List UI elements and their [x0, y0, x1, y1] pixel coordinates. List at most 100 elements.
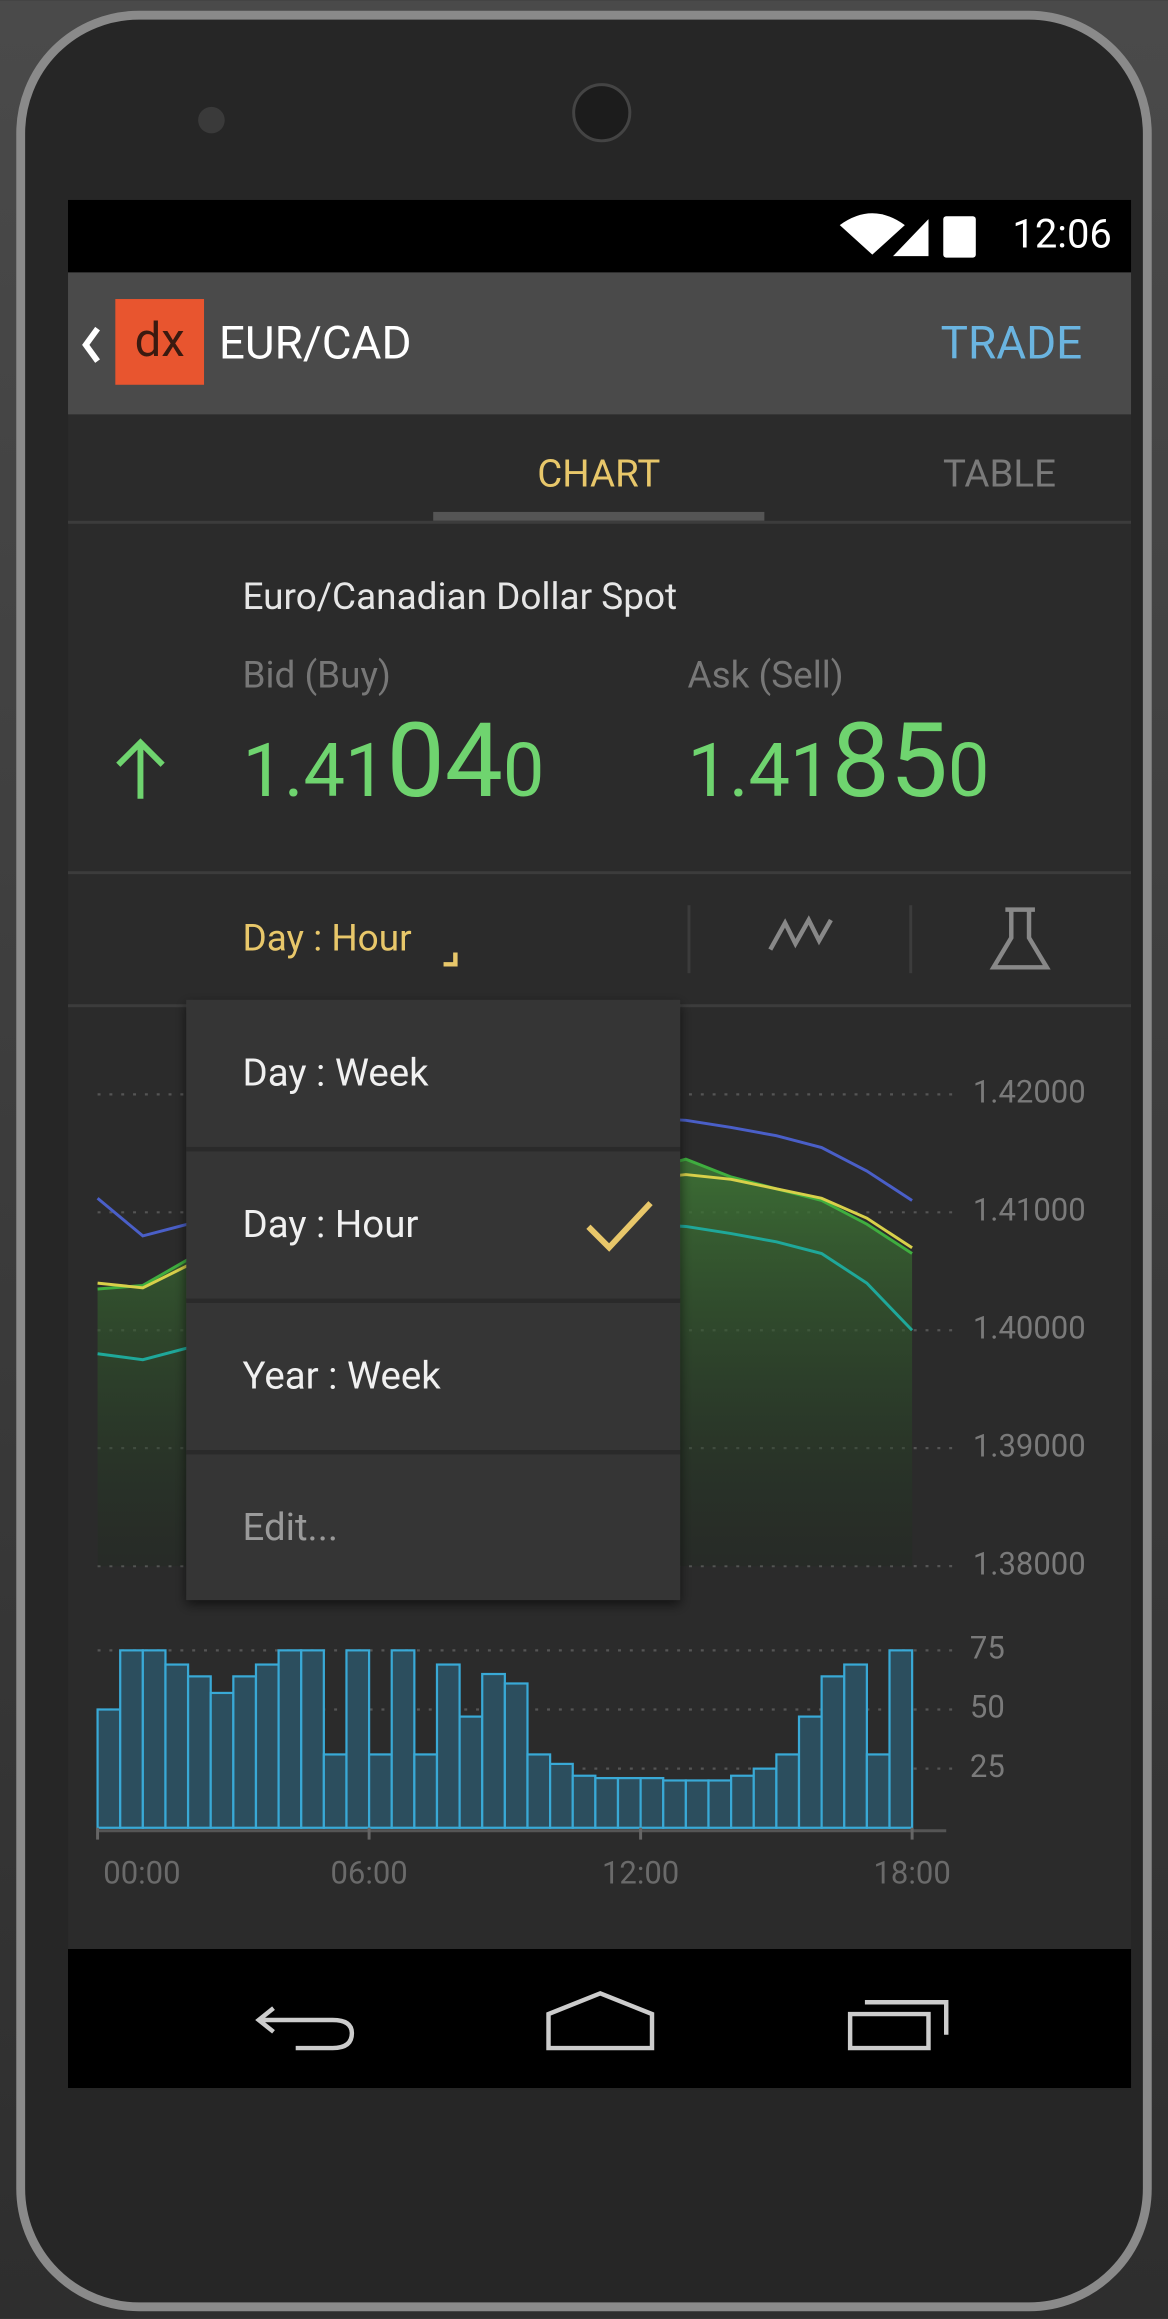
tab-indicator	[433, 511, 765, 521]
volume-bar	[639, 1776, 665, 1829]
volume-bar	[232, 1675, 258, 1829]
volume-bar	[888, 1649, 914, 1829]
bid-price: 1.41040	[242, 701, 544, 822]
logo	[115, 299, 205, 385]
app-bar	[68, 272, 1132, 415]
up-arrow	[116, 738, 165, 799]
volume-bar	[96, 1708, 122, 1829]
y-tick-label: 1.41000	[973, 1192, 1086, 1229]
sensor	[198, 106, 225, 134]
separator	[687, 905, 691, 974]
menu-separator	[186, 1450, 681, 1455]
nav-back[interactable]	[255, 2006, 355, 2051]
period-menu: Day : Week Day : Hour Year : Week Edit...	[186, 999, 681, 1601]
ask-label: Ask (Sell)	[687, 654, 843, 697]
volume-bar	[797, 1715, 823, 1829]
volume-bar	[594, 1776, 620, 1829]
nav-recents[interactable]	[847, 2000, 949, 2051]
menu-item[interactable]: Edit...	[242, 1505, 338, 1550]
volume-bar	[843, 1663, 868, 1829]
menu-item[interactable]: Day : Hour	[242, 1201, 653, 1252]
y-tick-label: 1.39000	[973, 1427, 1086, 1464]
battery-icon	[943, 216, 976, 258]
status-time: 12:06	[1012, 210, 1111, 257]
volume-bar	[865, 1753, 891, 1829]
app-title: EUR/CAD	[219, 316, 412, 370]
volume-bar	[254, 1663, 280, 1829]
signal-icon	[893, 219, 929, 257]
price-big: 04	[387, 701, 503, 822]
dropdown-corner	[443, 952, 458, 967]
nav-bar	[68, 1949, 1132, 2088]
volume-bar	[141, 1649, 167, 1829]
volume-bar	[277, 1649, 303, 1829]
volume-bar	[707, 1779, 733, 1829]
volume-bar	[730, 1774, 755, 1829]
indicator-icon[interactable]	[768, 915, 833, 951]
nav-home[interactable]	[546, 1990, 655, 2051]
price-part: 1.41	[687, 728, 831, 815]
volume-bar	[164, 1663, 190, 1829]
price-big: 85	[832, 701, 948, 822]
trade-button[interactable]: TRADE	[941, 316, 1083, 370]
volume-bar	[367, 1753, 393, 1829]
y-tick-label: 75	[970, 1630, 1005, 1667]
menu-item[interactable]: Year : Week	[242, 1353, 441, 1398]
tab-table[interactable]: TABLE	[943, 452, 1056, 497]
separator	[909, 905, 913, 974]
camera	[572, 83, 632, 143]
y-tick-label: 1.42000	[973, 1074, 1086, 1111]
logo-text: dx	[135, 312, 185, 368]
x-tick-label: 12:00	[602, 1854, 679, 1891]
tab-chart[interactable]: CHART	[537, 452, 660, 497]
y-tick-label: 50	[970, 1689, 1005, 1726]
volume-bar	[322, 1753, 348, 1829]
volume-bar	[571, 1774, 597, 1829]
menu-item-label: Year : Week	[242, 1353, 441, 1398]
divider	[68, 520, 1132, 524]
volume-bar	[119, 1649, 144, 1829]
x-tick-label: 00:00	[103, 1854, 180, 1891]
y-tick-label: 1.40000	[973, 1309, 1086, 1346]
volume-bar	[413, 1753, 439, 1829]
volume-bar	[549, 1762, 574, 1829]
instrument-name: Euro/Canadian Dollar Spot	[242, 576, 677, 619]
volume-bar	[616, 1776, 642, 1829]
menu-item[interactable]: Day : Week	[242, 1050, 429, 1095]
volume-bar	[209, 1691, 235, 1829]
menu-separator	[186, 1146, 681, 1152]
volume-bar	[526, 1753, 552, 1829]
volume-bar	[662, 1779, 687, 1829]
volume-bar	[503, 1682, 529, 1829]
x-tick-label: 06:00	[330, 1854, 407, 1891]
wifi-icon	[839, 213, 905, 255]
volume-bar	[345, 1649, 371, 1829]
period-selector[interactable]: Day : Hour	[242, 917, 411, 960]
volume-bar	[390, 1649, 416, 1829]
volume-bar	[481, 1672, 506, 1829]
bid-label: Bid (Buy)	[242, 654, 390, 697]
volume-bar	[300, 1649, 325, 1829]
volume-bar	[186, 1675, 212, 1829]
price-part: 1.41	[242, 728, 386, 815]
menu-separator	[186, 1298, 681, 1303]
y-tick-label: 1.38000	[973, 1545, 1086, 1582]
volume-bar	[684, 1779, 710, 1829]
x-tick-label: 18:00	[873, 1854, 950, 1891]
check-mark	[586, 1201, 653, 1252]
volume-bar	[752, 1767, 778, 1829]
volume-bar	[458, 1715, 484, 1829]
back-chevron[interactable]	[82, 326, 100, 363]
menu-item-label: Edit...	[242, 1505, 338, 1550]
menu-item-label: Day : Hour	[242, 1202, 418, 1247]
volume-bar	[820, 1675, 846, 1829]
menu-item-label: Day : Week	[242, 1050, 429, 1095]
studies-icon[interactable]	[989, 907, 1051, 970]
ask-price: 1.41850	[687, 701, 989, 822]
price-part: 0	[503, 728, 545, 815]
divider	[68, 871, 1132, 875]
volume-bar	[775, 1753, 801, 1829]
price-part: 0	[948, 728, 990, 815]
volume-bar	[435, 1663, 461, 1829]
